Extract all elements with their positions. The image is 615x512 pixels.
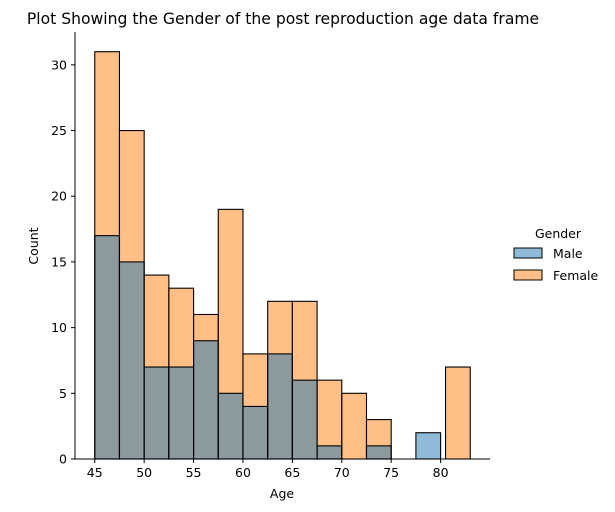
x-tick-label: 70 (334, 465, 350, 480)
x-tick-label: 65 (284, 465, 300, 480)
y-tick-label: 5 (59, 386, 67, 401)
bar-overlap (119, 261, 145, 459)
x-tick-label: 60 (235, 465, 251, 480)
bar-overlap (168, 367, 194, 459)
legend-swatch-female (513, 269, 543, 281)
bar-overlap (144, 367, 169, 459)
bar-female (341, 393, 367, 459)
legend-label-male: Male (553, 246, 583, 261)
x-axis-label: Age (270, 486, 294, 501)
y-tick-label: 25 (51, 123, 67, 138)
axes-group: 45 50 55 60 65 70 75 80 0 5 10 15 20 25 30 (51, 32, 490, 480)
bars-group (94, 51, 471, 460)
y-tick-label: 15 (51, 254, 67, 269)
bar-overlap (218, 393, 243, 459)
x-tick-label: 75 (383, 465, 399, 480)
legend-label-female: Female (553, 268, 599, 283)
y-tick-label: 10 (51, 320, 67, 335)
bar-female (445, 367, 471, 459)
legend: Gender Male Female (513, 226, 599, 283)
x-tick-label: 80 (433, 465, 449, 480)
y-tick-label: 20 (51, 189, 67, 204)
bar-overlap (242, 406, 268, 459)
bar-overlap (317, 445, 342, 459)
x-tick-label: 45 (87, 465, 103, 480)
legend-title: Gender (535, 226, 582, 241)
bar-overlap (292, 380, 318, 459)
chart-title: Plot Showing the Gender of the post repr… (27, 10, 539, 28)
x-tick-label: 55 (186, 465, 202, 480)
y-tick-label: 30 (51, 57, 67, 72)
bar-overlap (366, 445, 392, 459)
legend-swatch-male (513, 247, 543, 259)
bar-overlap (193, 340, 219, 459)
y-tick-label: 0 (59, 452, 67, 467)
bar-overlap (267, 353, 293, 459)
bar-overlap (94, 235, 120, 459)
x-tick-label: 50 (136, 465, 152, 480)
y-axis-label: Count (26, 227, 41, 264)
bar-male (415, 432, 441, 459)
